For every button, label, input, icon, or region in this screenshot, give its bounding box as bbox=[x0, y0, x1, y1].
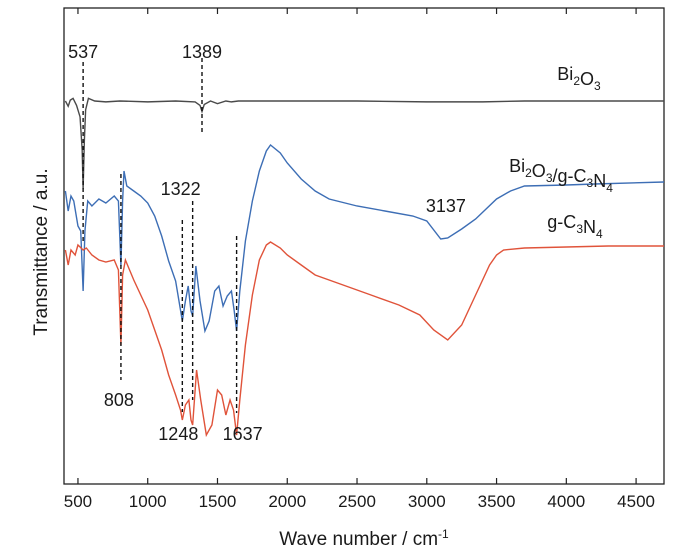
series-layer bbox=[64, 97, 665, 438]
series-line-0 bbox=[64, 97, 664, 190]
annotation-layer: 537 1389 808 1322 1248 1637 3137 bbox=[68, 42, 466, 444]
peak-label-3137: 3137 bbox=[426, 196, 466, 216]
x-tick-label-1000: 1000 bbox=[129, 492, 167, 511]
peak-label-1248: 1248 bbox=[158, 424, 198, 444]
series-label-2: g-C3N4 bbox=[547, 212, 603, 241]
x-tick-label-4500: 4500 bbox=[617, 492, 655, 511]
x-tick-label-1500: 1500 bbox=[199, 492, 237, 511]
x-axis-title-superscript: -1 bbox=[438, 527, 449, 541]
peak-label-1637: 1637 bbox=[223, 424, 263, 444]
x-tick-label-2500: 2500 bbox=[338, 492, 376, 511]
series-label-layer: Bi2O3 Bi2O3/g-C3N4 g-C3N4 bbox=[509, 64, 613, 241]
y-axis-title: Transmittance / a.u. bbox=[31, 168, 52, 335]
x-tick-label-4000: 4000 bbox=[547, 492, 585, 511]
peak-label-1389: 1389 bbox=[182, 42, 222, 62]
series-line-2 bbox=[64, 241, 664, 438]
x-tick-layer: 500 1000 1500 2000 2500 3000 3500 4000 4500 bbox=[64, 8, 655, 511]
series-label-0: Bi2O3 bbox=[557, 64, 601, 93]
series-line-1 bbox=[64, 143, 665, 334]
peak-label-808: 808 bbox=[104, 390, 134, 410]
x-tick-label-3500: 3500 bbox=[478, 492, 516, 511]
x-axis-title: Wave number / cm-1 bbox=[279, 527, 449, 550]
x-tick-label-500: 500 bbox=[64, 492, 92, 511]
peak-label-1322: 1322 bbox=[161, 179, 201, 199]
x-tick-label-3000: 3000 bbox=[408, 492, 446, 511]
x-tick-label-2000: 2000 bbox=[268, 492, 306, 511]
series-label-1: Bi2O3/g-C3N4 bbox=[509, 156, 613, 195]
peak-label-537: 537 bbox=[68, 42, 98, 62]
